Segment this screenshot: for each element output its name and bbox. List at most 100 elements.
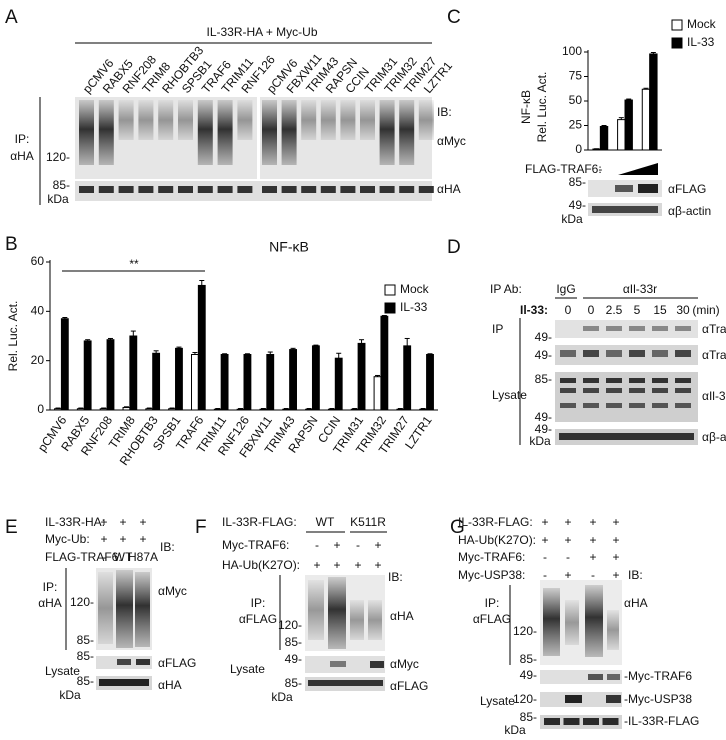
label: + <box>589 533 596 547</box>
error-bar <box>626 98 632 101</box>
error-bar <box>650 51 656 54</box>
blot-band <box>281 100 297 165</box>
label: αTraf6 <box>702 322 726 336</box>
label: 49- <box>569 198 586 212</box>
label: - <box>591 568 595 582</box>
label: + <box>564 568 571 582</box>
error-bar <box>169 407 175 409</box>
blot <box>555 372 698 422</box>
label: αIl-33r <box>702 389 726 403</box>
bar <box>373 376 382 411</box>
y-tick-label: 20 <box>31 353 45 367</box>
blot-band <box>418 100 434 140</box>
error-bar <box>290 347 296 350</box>
error-bar <box>85 339 91 341</box>
blot-band <box>615 185 633 192</box>
label: A <box>5 7 18 28</box>
blot-band <box>652 378 668 383</box>
error-bar <box>55 407 61 409</box>
bar <box>327 408 336 411</box>
blot-band <box>308 680 383 686</box>
annotation: ** <box>129 257 139 271</box>
bar <box>213 408 222 411</box>
blot-band <box>629 388 645 393</box>
label: H87A <box>128 550 158 564</box>
error-bar <box>146 407 152 409</box>
blot-band <box>379 186 395 193</box>
label: 85- <box>77 649 94 663</box>
label: IP: <box>251 596 266 610</box>
blot-band <box>350 600 364 640</box>
error-bar <box>336 352 342 359</box>
label: IB: <box>160 540 175 554</box>
legend-label: Mock <box>687 17 717 31</box>
label: 49- <box>520 668 537 682</box>
blot-band <box>565 600 579 645</box>
label: kDa <box>504 723 526 737</box>
error-bar <box>381 315 387 317</box>
label: K511R <box>350 515 386 529</box>
label: + <box>139 515 146 529</box>
bar <box>289 349 297 411</box>
blot-band <box>560 403 576 408</box>
blot-band <box>138 100 154 140</box>
legend-swatch <box>384 284 396 296</box>
error-bar <box>62 317 68 319</box>
label: 120- <box>513 692 537 706</box>
error-bar <box>618 117 624 120</box>
bar <box>60 318 69 411</box>
label: 2.5 <box>606 303 623 317</box>
y-tick-label: 75 <box>569 69 583 83</box>
label: + <box>612 550 619 564</box>
bar <box>191 354 199 411</box>
blot-band <box>370 661 384 668</box>
label: + <box>313 558 320 572</box>
blot-band <box>543 588 560 656</box>
blot-band <box>675 378 691 383</box>
label: + <box>589 515 596 529</box>
x-axis-label: FLAG-TRAF6: <box>525 162 602 176</box>
label: WT <box>114 550 133 564</box>
label: + <box>119 515 126 529</box>
error-bar <box>78 407 84 409</box>
error-bar <box>244 353 250 355</box>
label: + <box>541 515 548 529</box>
label: 15 <box>653 303 667 317</box>
label: 49- <box>535 410 552 424</box>
blot-band <box>606 378 622 383</box>
label: FLAG-TRAF6: <box>45 550 122 564</box>
blot-band <box>583 378 599 383</box>
blot-band <box>583 388 599 393</box>
bar <box>106 339 115 411</box>
label: 85- <box>535 372 552 386</box>
y-axis-label: Rel. Luc. Act. <box>6 301 20 372</box>
blot-band <box>301 100 317 140</box>
blot <box>555 320 698 338</box>
blot-band <box>158 100 174 140</box>
label: IgG <box>556 282 575 296</box>
bar <box>122 407 131 411</box>
label: + <box>100 532 107 546</box>
y-tick-label: 0 <box>575 142 582 156</box>
blot-band <box>652 350 668 357</box>
label: -Myc-TRAF6 <box>624 669 692 683</box>
panel-letter: C <box>447 7 461 28</box>
error-bar <box>329 408 335 410</box>
label: 85- <box>520 652 537 666</box>
legend-swatch <box>671 37 683 49</box>
bar <box>266 354 275 411</box>
label: αβ-actin <box>702 430 726 444</box>
label: αIl-33r <box>623 282 657 296</box>
error-bar <box>260 408 266 410</box>
blot-band <box>99 679 149 686</box>
blot-band <box>237 100 253 140</box>
label: αβ-actin <box>668 204 711 218</box>
blot-band <box>116 570 133 648</box>
bar <box>54 408 62 411</box>
error-bar <box>199 280 205 286</box>
label: αMyc <box>158 584 187 598</box>
label: αMyc <box>437 134 466 148</box>
panel-letter: B <box>5 234 18 255</box>
blot-band <box>399 186 415 193</box>
